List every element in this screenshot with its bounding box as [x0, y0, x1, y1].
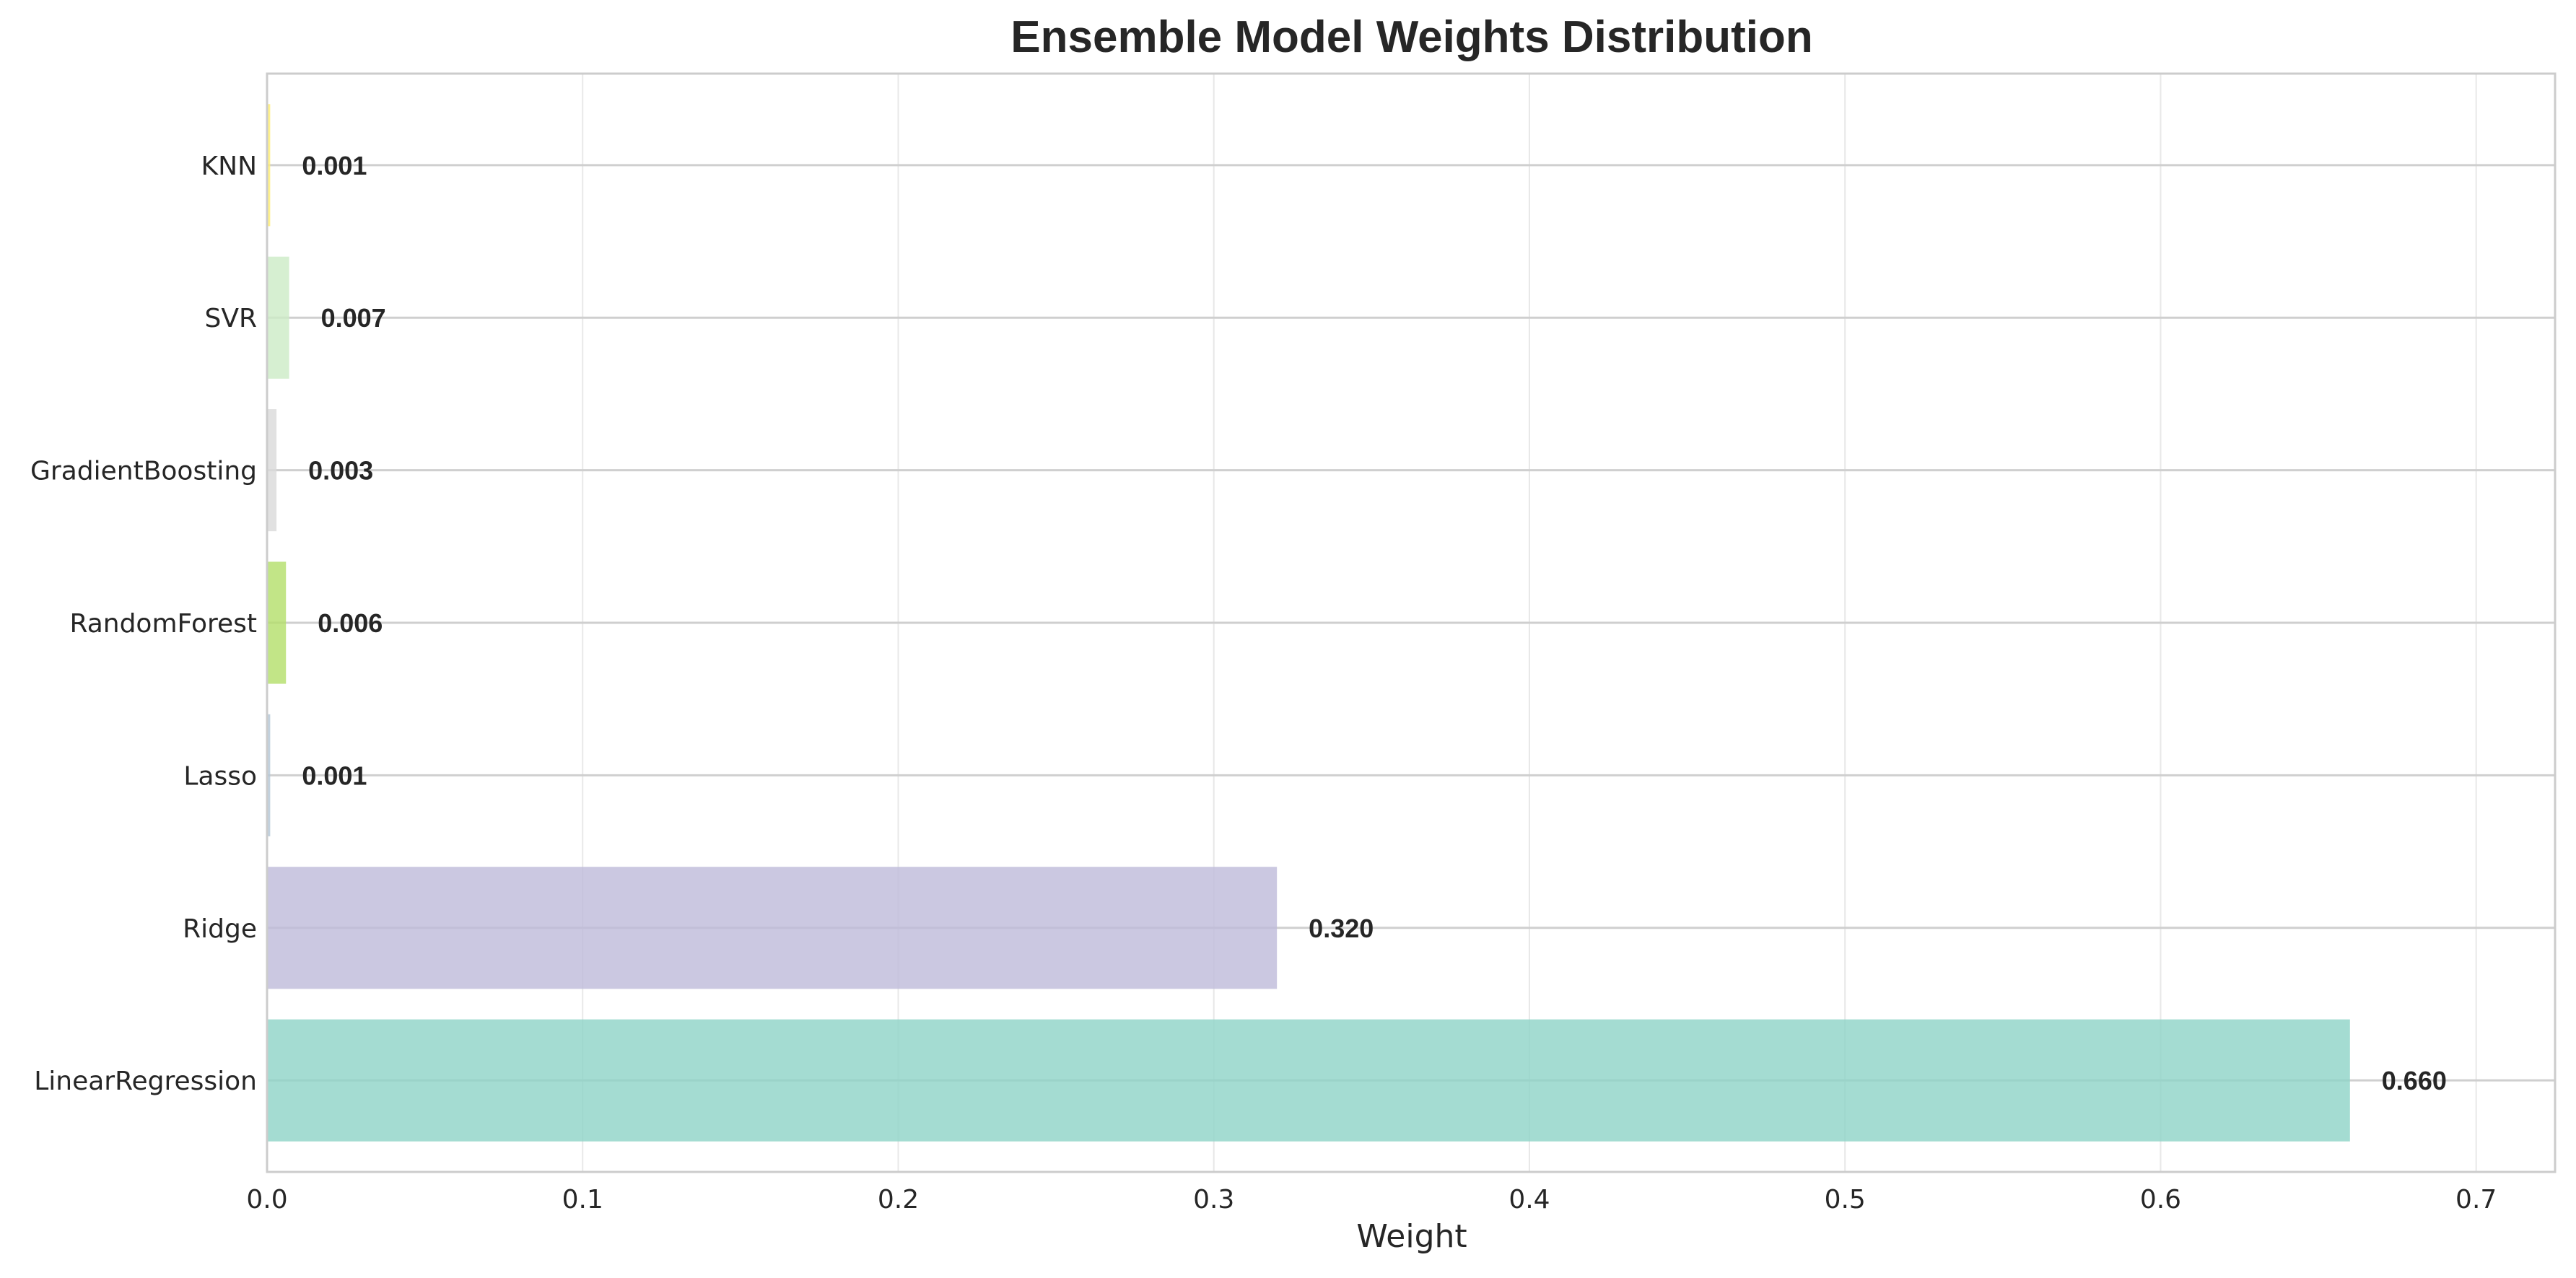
bar-knn	[267, 104, 271, 227]
y-tick-label: RandomForest	[69, 609, 257, 639]
bar-linearregression	[267, 1019, 2350, 1142]
value-label: 0.006	[318, 608, 383, 638]
chart-title: Ensemble Model Weights Distribution	[1010, 12, 1813, 62]
x-tick-label: 0.5	[1825, 1185, 1866, 1214]
y-tick-label: LinearRegression	[34, 1067, 257, 1096]
value-label: 0.660	[2382, 1066, 2447, 1095]
x-tick-label: 0.1	[562, 1185, 603, 1214]
grid-lines	[266, 74, 2555, 1172]
y-tick-label: Ridge	[183, 914, 257, 944]
y-tick-label: KNN	[201, 152, 257, 181]
value-label: 0.001	[302, 761, 367, 790]
x-tick-label: 0.6	[2140, 1185, 2181, 1214]
bar-svr	[267, 256, 289, 379]
x-tick-label: 0.7	[2455, 1185, 2497, 1214]
bar-ridge	[267, 867, 1278, 989]
data-labels: 0.660 0.320 0.001 0.006 0.003 0.007 0.001	[302, 151, 2447, 1095]
x-tick-label: 0.3	[1193, 1185, 1234, 1214]
bar-lasso	[267, 714, 271, 836]
bar-randomforest	[267, 561, 287, 684]
x-tick-label: 0.0	[246, 1185, 287, 1214]
bars	[267, 104, 2350, 1142]
value-label: 0.320	[1309, 914, 1374, 943]
value-label: 0.003	[308, 456, 373, 486]
y-tick-label: SVR	[205, 304, 258, 333]
bar-gradientboosting	[267, 409, 277, 532]
x-tick-label: 0.4	[1509, 1185, 1550, 1214]
plot-frame	[266, 72, 2557, 1173]
value-label: 0.001	[302, 151, 367, 180]
tick-labels: 0.0 0.1 0.2 0.3 0.4 0.5 0.6 0.7 LinearRegression…	[30, 152, 2497, 1214]
y-tick-label: Lasso	[183, 761, 257, 791]
x-tick-label: 0.2	[878, 1185, 919, 1214]
x-axis-label: Weight	[1356, 1218, 1467, 1255]
y-tick-label: GradientBoosting	[30, 457, 257, 486]
value-label: 0.007	[321, 303, 386, 333]
